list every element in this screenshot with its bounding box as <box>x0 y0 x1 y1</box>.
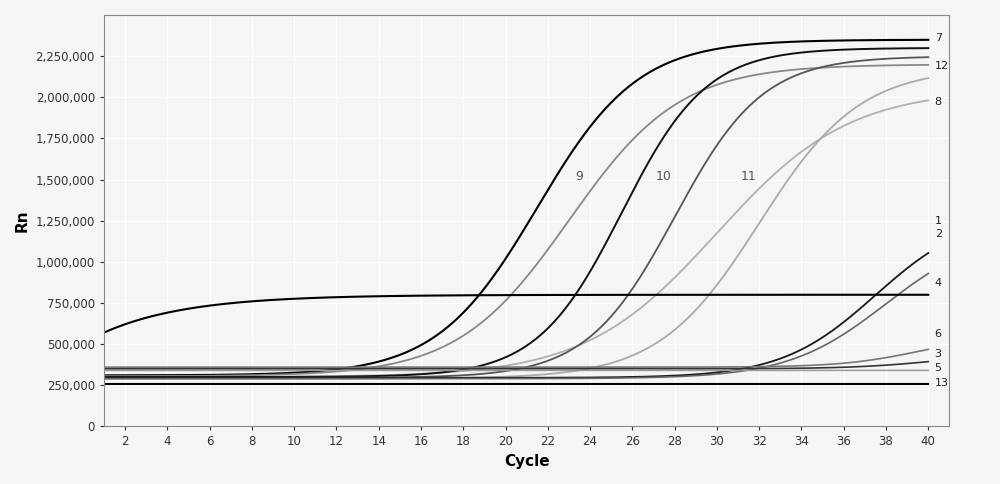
Text: 7: 7 <box>935 33 942 43</box>
Text: 8: 8 <box>935 97 942 107</box>
Text: 13: 13 <box>935 378 949 388</box>
Text: 2: 2 <box>935 229 942 239</box>
Text: 1: 1 <box>935 216 942 226</box>
Y-axis label: Rn: Rn <box>15 210 30 232</box>
X-axis label: Cycle: Cycle <box>504 454 550 469</box>
Text: 11: 11 <box>741 170 757 183</box>
Text: 4: 4 <box>935 278 942 288</box>
Text: 9: 9 <box>576 170 583 183</box>
Text: 5: 5 <box>935 363 942 373</box>
Text: 12: 12 <box>935 61 949 71</box>
Text: 10: 10 <box>656 170 672 183</box>
Text: 3: 3 <box>935 349 942 359</box>
Text: 6: 6 <box>935 329 942 339</box>
